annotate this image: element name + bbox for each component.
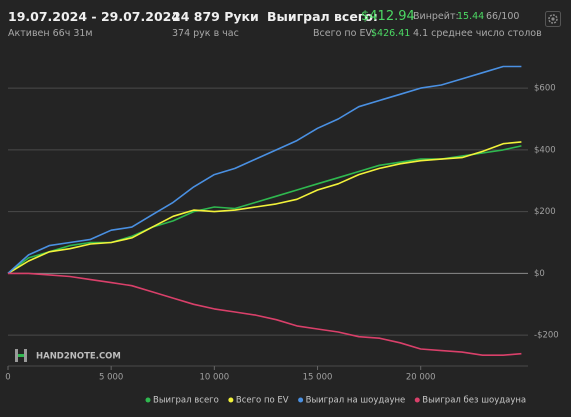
- active-time: Активен 66ч 31м: [8, 28, 93, 39]
- series-line: [7, 145, 522, 275]
- legend-item[interactable]: Всего по EV: [228, 396, 289, 406]
- legend-swatch: [298, 397, 304, 403]
- watermark: HAND2NOTE.COM: [15, 349, 121, 362]
- legend-item[interactable]: Выиграл без шоудауна: [414, 396, 526, 406]
- y-tick-label: -$200: [534, 331, 559, 341]
- ev-value: $426.41: [371, 28, 411, 39]
- legend-swatch: [145, 397, 151, 403]
- legend-swatch: [414, 397, 420, 403]
- won-value: $412.94: [361, 9, 415, 24]
- legend-item[interactable]: Выиграл всего: [145, 396, 219, 406]
- winrate-value: 15.44: [457, 11, 485, 22]
- legend-swatch: [228, 397, 234, 403]
- y-tick-label: $0: [534, 269, 545, 279]
- legend-label: Всего по EV: [236, 396, 289, 406]
- hands-per-hour: 374 рук в час: [172, 28, 239, 39]
- y-tick-label: $200: [534, 207, 556, 217]
- winrate-score: 66/100: [486, 11, 520, 22]
- legend-label: Выиграл без шоудауна: [422, 396, 526, 406]
- ev-label: Всего по EV:: [313, 28, 375, 39]
- x-tick-label: 5 000: [99, 373, 123, 383]
- series-line: [7, 65, 522, 274]
- won-label: Выиграл всего:: [267, 9, 378, 24]
- x-tick-label: 0: [5, 373, 10, 383]
- legend-label: Выиграл всего: [153, 396, 219, 406]
- y-tick-label: $600: [534, 84, 556, 94]
- period: 19.07.2024 - 29.07.2024: [8, 9, 181, 24]
- winrate-label: Винрейт:: [413, 11, 459, 22]
- x-tick-label: 10 000: [199, 373, 229, 383]
- series-line: [8, 272, 522, 356]
- legend-label: Выиграл на шоудауне: [306, 396, 406, 406]
- avg-tables: 4.1 среднее число столов: [413, 28, 542, 39]
- hands: 24 879 Руки: [172, 9, 259, 24]
- series-line: [7, 141, 522, 275]
- legend-item[interactable]: Выиграл на шоудауне: [298, 396, 405, 406]
- watermark-text: HAND2NOTE.COM: [36, 352, 121, 362]
- x-tick-label: 20 000: [406, 373, 436, 383]
- settings-button[interactable]: [545, 11, 561, 27]
- x-tick-label: 15 000: [303, 373, 333, 383]
- y-tick-label: $400: [534, 145, 556, 155]
